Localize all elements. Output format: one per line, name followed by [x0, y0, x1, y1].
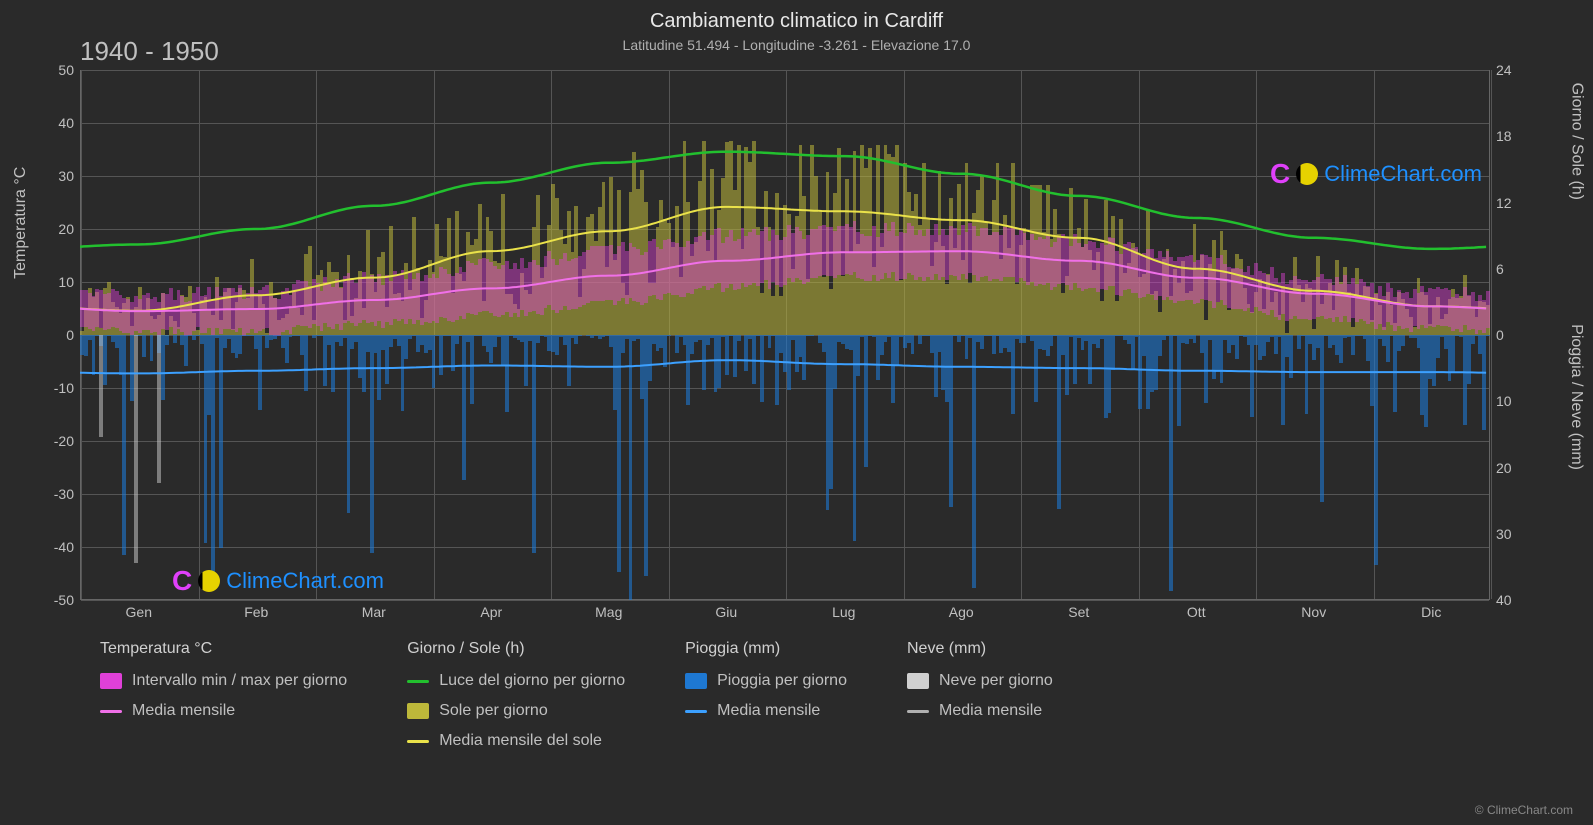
watermark-text: ClimeChart.com [226, 568, 384, 594]
xtick-month: Nov [1301, 604, 1326, 620]
legend-heading: Temperatura °C [100, 640, 347, 658]
xtick-month: Gen [126, 604, 152, 620]
ytick-left: -30 [24, 486, 74, 502]
legend-column: Giorno / Sole (h) Luce del giorno per gio… [407, 640, 625, 750]
watermark: C ClimeChart.com [1270, 158, 1482, 190]
ytick-left: 30 [24, 168, 74, 184]
ytick-right-hours: 6 [1496, 261, 1546, 277]
chart-subtitle: Latitudine 51.494 - Longitudine -3.261 -… [0, 33, 1593, 53]
gridline-h [81, 600, 1489, 601]
legend-column: Neve (mm) Neve per giorno Media mensile [907, 640, 1053, 750]
watermark: C ClimeChart.com [172, 565, 384, 597]
y-axis-right-top-label: Giorno / Sole (h) [1567, 83, 1585, 200]
logo-sun-icon [198, 570, 220, 592]
xtick-month: Apr [480, 604, 502, 620]
legend-item: Pioggia per giorno [685, 672, 847, 690]
legend-label: Media mensile [132, 702, 235, 720]
legend-swatch [407, 680, 429, 683]
ytick-left: 0 [24, 327, 74, 343]
legend-label: Luce del giorno per giorno [439, 672, 625, 690]
ytick-right-hours: 18 [1496, 128, 1546, 144]
legend-label: Pioggia per giorno [717, 672, 847, 690]
period-label: 1940 - 1950 [80, 36, 219, 67]
logo-c-icon: C [1270, 158, 1290, 190]
ytick-left: -20 [24, 433, 74, 449]
ytick-right-mm: 40 [1496, 592, 1546, 608]
ytick-left: -10 [24, 380, 74, 396]
legend-swatch [100, 710, 122, 713]
legend-item: Intervallo min / max per giorno [100, 672, 347, 690]
xtick-month: Ago [949, 604, 974, 620]
copyright-text: © ClimeChart.com [1475, 803, 1573, 817]
logo-c-icon: C [172, 565, 192, 597]
xtick-month: Mar [362, 604, 386, 620]
ytick-right-hours: 24 [1496, 62, 1546, 78]
legend-label: Intervallo min / max per giorno [132, 672, 347, 690]
legend-label: Media mensile [717, 702, 820, 720]
logo-sun-icon [1296, 163, 1318, 185]
ytick-left: 50 [24, 62, 74, 78]
legend-column: Pioggia (mm) Pioggia per giorno Media mens… [685, 640, 847, 750]
xtick-month: Mag [595, 604, 622, 620]
xtick-month: Giu [715, 604, 737, 620]
legend-label: Media mensile [939, 702, 1042, 720]
ytick-left: 20 [24, 221, 74, 237]
ytick-right-mm: 10 [1496, 393, 1546, 409]
xtick-month: Lug [832, 604, 855, 620]
watermark-text: ClimeChart.com [1324, 161, 1482, 187]
xtick-month: Dic [1421, 604, 1441, 620]
ytick-right-mm: 20 [1496, 460, 1546, 476]
chart-title: Cambiamento climatico in Cardiff [0, 0, 1593, 33]
legend-swatch [907, 710, 929, 713]
legend-item: Media mensile [907, 702, 1053, 720]
ytick-right-mm: 30 [1496, 526, 1546, 542]
legend-item: Neve per giorno [907, 672, 1053, 690]
legend-heading: Pioggia (mm) [685, 640, 847, 658]
legend-label: Media mensile del sole [439, 732, 602, 750]
legend-column: Temperatura °C Intervallo min / max per g… [100, 640, 347, 750]
legend-item: Media mensile [685, 702, 847, 720]
legend-heading: Neve (mm) [907, 640, 1053, 658]
legend: Temperatura °C Intervallo min / max per g… [100, 640, 1500, 750]
legend-label: Neve per giorno [939, 672, 1053, 690]
y-axis-left-label: Temperatura °C [12, 167, 30, 279]
legend-swatch [907, 673, 929, 689]
legend-swatch [100, 673, 122, 689]
ytick-left: -50 [24, 592, 74, 608]
gridline-v [1491, 70, 1492, 599]
xtick-month: Ott [1187, 604, 1206, 620]
ytick-left: 10 [24, 274, 74, 290]
legend-swatch [685, 673, 707, 689]
xtick-month: Set [1068, 604, 1089, 620]
ytick-right-hours: 0 [1496, 327, 1546, 343]
legend-item: Media mensile [100, 702, 347, 720]
legend-item: Media mensile del sole [407, 732, 625, 750]
y-axis-right-bottom-label: Pioggia / Neve (mm) [1567, 324, 1585, 470]
legend-swatch [407, 703, 429, 719]
legend-swatch [685, 710, 707, 713]
rain-mean-line [80, 360, 1486, 373]
legend-item: Luce del giorno per giorno [407, 672, 625, 690]
ytick-left: -40 [24, 539, 74, 555]
temp-mean-line [80, 251, 1486, 311]
legend-label: Sole per giorno [439, 702, 548, 720]
ytick-left: 40 [24, 115, 74, 131]
ytick-right-hours: 12 [1496, 195, 1546, 211]
legend-item: Sole per giorno [407, 702, 625, 720]
xtick-month: Feb [244, 604, 268, 620]
legend-swatch [407, 740, 429, 743]
chart-area: -50-40-30-20-1001020304050 0612182410203… [80, 70, 1490, 600]
sun-mean-line [80, 207, 1486, 311]
legend-heading: Giorno / Sole (h) [407, 640, 625, 658]
